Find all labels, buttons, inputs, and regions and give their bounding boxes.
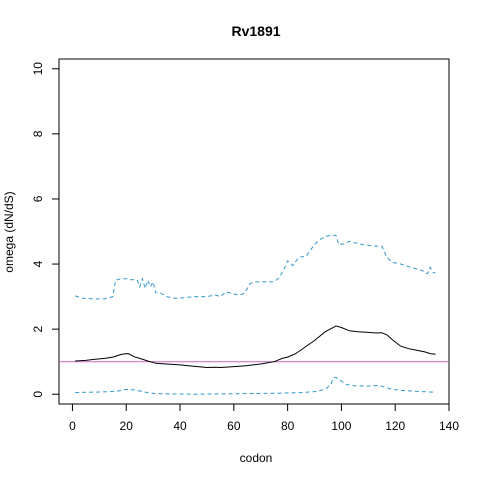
x-axis: 0 20 40 60 80 100 120 140 (69, 403, 459, 433)
y-tick-label: 10 (31, 62, 45, 76)
y-tick-label: 4 (31, 260, 45, 267)
y-tick-label: 6 (31, 195, 45, 202)
y-tick-label: 0 (31, 391, 45, 398)
x-tick-label: 40 (173, 419, 187, 433)
x-tick-label: 0 (69, 419, 76, 433)
x-tick-label: 120 (385, 419, 405, 433)
y-axis-label: omega (dN/dS) (2, 191, 16, 272)
x-tick-label: 80 (281, 419, 295, 433)
series-line-1 (74, 234, 436, 300)
x-axis-label: codon (240, 451, 273, 465)
series-line-0 (75, 325, 436, 369)
y-axis: 0 2 4 6 8 10 (31, 62, 60, 398)
plot-area (59, 234, 449, 395)
plot-frame (58, 58, 450, 405)
y-tick-label: 8 (31, 130, 45, 137)
x-tick-label: 140 (439, 419, 459, 433)
x-tick-label: 60 (227, 419, 241, 433)
y-tick-label: 2 (31, 325, 45, 332)
x-tick-label: 20 (120, 419, 134, 433)
x-tick-label: 100 (331, 419, 351, 433)
series-line-2 (75, 376, 436, 395)
chart-title: Rv1891 (231, 23, 280, 39)
